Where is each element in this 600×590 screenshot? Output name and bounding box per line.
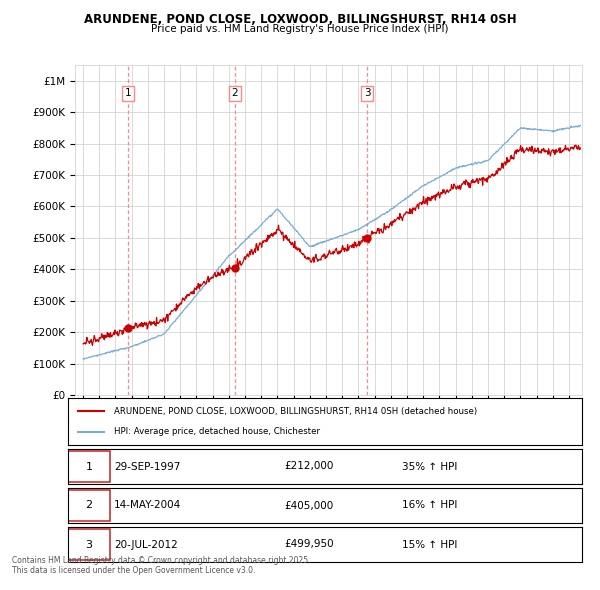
Text: 14-MAY-2004: 14-MAY-2004 <box>114 500 182 510</box>
Text: ARUNDENE, POND CLOSE, LOXWOOD, BILLINGSHURST, RH14 0SH (detached house): ARUNDENE, POND CLOSE, LOXWOOD, BILLINGSH… <box>114 407 478 416</box>
Text: ARUNDENE, POND CLOSE, LOXWOOD, BILLINGSHURST, RH14 0SH: ARUNDENE, POND CLOSE, LOXWOOD, BILLINGSH… <box>83 13 517 26</box>
Text: 29-SEP-1997: 29-SEP-1997 <box>114 461 181 471</box>
Text: Contains HM Land Registry data © Crown copyright and database right 2025.
This d: Contains HM Land Registry data © Crown c… <box>12 556 311 575</box>
Text: 2: 2 <box>86 500 93 510</box>
Text: £212,000: £212,000 <box>284 461 333 471</box>
Text: 20-JUL-2012: 20-JUL-2012 <box>114 539 178 549</box>
Text: 3: 3 <box>86 539 92 549</box>
Text: 16% ↑ HPI: 16% ↑ HPI <box>402 500 457 510</box>
FancyBboxPatch shape <box>68 451 110 481</box>
Text: £405,000: £405,000 <box>284 500 333 510</box>
Text: 15% ↑ HPI: 15% ↑ HPI <box>402 539 457 549</box>
FancyBboxPatch shape <box>68 490 110 520</box>
Text: Price paid vs. HM Land Registry's House Price Index (HPI): Price paid vs. HM Land Registry's House … <box>151 24 449 34</box>
Text: 1: 1 <box>86 461 92 471</box>
Text: 35% ↑ HPI: 35% ↑ HPI <box>402 461 457 471</box>
Text: 2: 2 <box>232 88 238 99</box>
Text: HPI: Average price, detached house, Chichester: HPI: Average price, detached house, Chic… <box>114 427 320 437</box>
Text: 1: 1 <box>124 88 131 99</box>
Text: 3: 3 <box>364 88 371 99</box>
FancyBboxPatch shape <box>68 529 110 559</box>
Text: £499,950: £499,950 <box>284 539 334 549</box>
